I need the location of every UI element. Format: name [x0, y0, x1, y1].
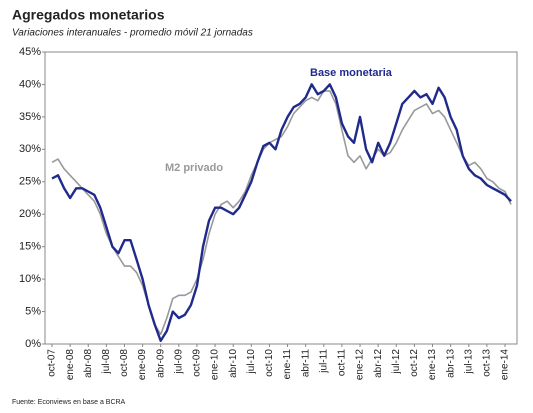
- y-tick-label: 10%: [19, 273, 41, 285]
- x-tick-label: oct-12: [409, 349, 420, 377]
- x-tick-label: oct-09: [192, 349, 203, 377]
- series-label: Base monetaria: [310, 67, 393, 79]
- x-tick-label: jul-13: [463, 349, 474, 375]
- x-tick-label: jul-12: [391, 349, 402, 375]
- series-line: [51, 90, 512, 336]
- x-tick-label: abr-13: [445, 349, 456, 378]
- series-label: M2 privado: [165, 162, 223, 174]
- x-tick-label: jul-09: [173, 349, 184, 375]
- x-tick-label: abr-09: [155, 349, 166, 378]
- x-tick-label: oct-13: [482, 349, 493, 377]
- x-tick-label: ene-13: [427, 349, 438, 381]
- x-tick-label: jul-08: [101, 349, 112, 375]
- x-tick-label: ene-12: [355, 349, 366, 381]
- source-note: Fuente: Econviews en base a BCRA: [12, 399, 126, 406]
- x-tick-label: ene-08: [65, 349, 76, 381]
- x-tick-label: ene-10: [210, 349, 221, 381]
- x-tick-label: abr-12: [373, 349, 384, 378]
- x-tick-label: abr-11: [300, 349, 311, 378]
- y-tick-label: 20%: [19, 208, 41, 220]
- series-line: [51, 83, 512, 342]
- chart-subtitle: Variaciones interanuales - promedio móvi…: [12, 28, 253, 39]
- x-tick-label: jul-10: [246, 349, 257, 375]
- y-tick-label: 30%: [19, 143, 41, 155]
- y-tick-label: 15%: [19, 241, 41, 253]
- x-tick-label: oct-10: [264, 349, 275, 377]
- y-tick-label: 0%: [25, 338, 41, 350]
- x-tick-label: ene-09: [137, 349, 148, 381]
- chart-title: Agregados monetarios: [12, 7, 165, 23]
- x-tick-label: oct-11: [337, 349, 348, 376]
- x-tick-label: oct-07: [47, 349, 58, 377]
- x-tick-label: oct-08: [119, 349, 130, 377]
- x-tick-label: jul-11: [318, 349, 329, 374]
- y-tick-label: 35%: [19, 111, 41, 123]
- x-tick-label: abr-08: [83, 349, 94, 378]
- y-tick-label: 40%: [19, 78, 41, 90]
- x-tick-label: ene-11: [282, 349, 293, 380]
- x-tick-label: ene-14: [500, 349, 511, 381]
- x-tick-label: abr-10: [228, 349, 239, 378]
- y-tick-label: 5%: [25, 305, 41, 317]
- plot-frame: [44, 51, 518, 345]
- y-tick-label: 45%: [19, 46, 41, 58]
- y-tick-label: 25%: [19, 176, 41, 188]
